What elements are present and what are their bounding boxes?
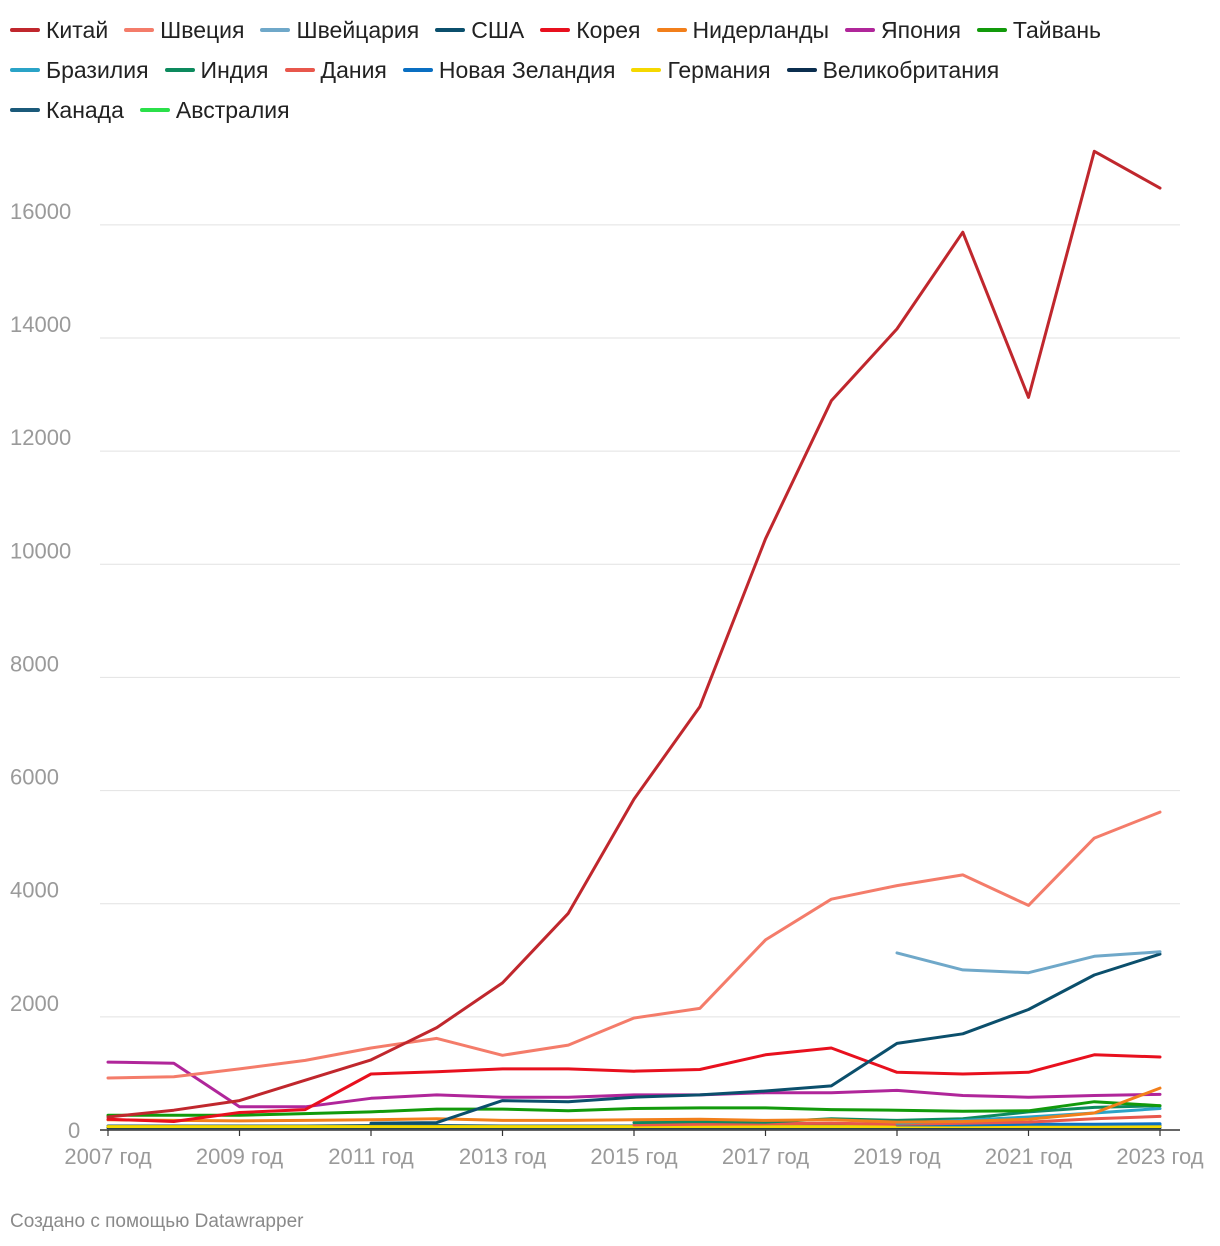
x-tick-label: 2017 год: [722, 1144, 809, 1169]
legend-item: Швеция: [124, 17, 244, 44]
y-tick-label: 6000: [10, 765, 59, 790]
legend-item: Тайвань: [976, 16, 1102, 44]
legend-label: Великобритания: [822, 56, 1000, 83]
legend-swatch: [656, 28, 687, 32]
legend-swatch: [10, 28, 40, 32]
x-tick-label: 2023 год: [1116, 1144, 1203, 1169]
series-line: [106, 1086, 1162, 1124]
series-line: [369, 952, 1162, 1125]
legend-item: Нидерланды: [656, 16, 830, 44]
legend-label: Бразилия: [46, 56, 149, 83]
legend-item: Великобритания: [786, 56, 1000, 84]
legend-swatch: [540, 28, 571, 32]
series-line: [632, 1104, 1162, 1125]
legend-swatch: [139, 108, 170, 112]
y-tick-label: 14000: [10, 312, 71, 337]
chart-credit: Создано с помощью Datawrapper: [10, 1211, 304, 1232]
series-line-group: [895, 950, 1162, 975]
series-line: [106, 810, 1162, 1080]
x-tick-label: 2019 год: [853, 1144, 940, 1169]
series-line-group: [369, 952, 1162, 1125]
legend-label: Швеция: [160, 16, 245, 43]
legend-row: Бразилия Индия Дания Новая Зеландия Германия…: [10, 50, 1210, 90]
legend-swatch: [260, 28, 291, 32]
legend-item: Япония: [845, 17, 961, 44]
legend-swatch: [284, 68, 315, 72]
legend-swatch: [845, 28, 876, 32]
legend-swatch: [631, 68, 662, 72]
series-line: [106, 1046, 1162, 1123]
x-tick-label: 2015 год: [590, 1144, 677, 1169]
legend-label: Индия: [200, 56, 269, 83]
series-line-group: [106, 149, 1162, 1119]
y-tick-label: 10000: [10, 538, 71, 563]
legend-swatch: [10, 108, 40, 112]
legend-item: Швейцария: [260, 17, 419, 44]
x-tick-label: 2007 год: [64, 1144, 151, 1169]
legend-swatch: [435, 28, 466, 32]
legend-label: Германия: [667, 56, 771, 83]
x-tick-label: 2009 год: [196, 1144, 283, 1169]
legend-label: Швейцария: [296, 16, 420, 43]
legend-label: Канада: [46, 96, 124, 123]
series-line-group: [632, 1104, 1162, 1125]
legend-item: Германия: [631, 56, 771, 84]
legend-swatch: [786, 68, 817, 72]
legend-label: Япония: [881, 16, 961, 43]
legend-item: Дания: [284, 56, 387, 84]
x-tick-label: 2021 год: [985, 1144, 1072, 1169]
y-tick-label: 12000: [10, 425, 71, 450]
legend-swatch: [164, 68, 195, 72]
legend-row: Канада Австралия: [10, 90, 1210, 130]
legend-item: Канада: [10, 97, 124, 124]
legend-label: Китай: [46, 16, 109, 43]
legend-swatch: [402, 68, 433, 72]
series-line-group: [106, 1060, 1162, 1109]
chart-legend: Китай Швеция Швейцария США Корея Нидерланды Яп…: [10, 10, 1210, 130]
series-line: [106, 1100, 1162, 1117]
legend-label: Дания: [320, 56, 387, 83]
legend-item: Китай: [10, 17, 108, 44]
legend-label: США: [471, 16, 525, 43]
legend-label: Тайвань: [1012, 16, 1102, 43]
legend-label: Корея: [576, 16, 641, 43]
legend-swatch: [124, 28, 155, 32]
series-line: [106, 149, 1162, 1119]
legend-item: Индия: [164, 56, 269, 84]
series-line: [106, 1060, 1162, 1109]
legend-item: Бразилия: [10, 57, 149, 84]
legend-label: Нидерланды: [692, 16, 830, 43]
x-tick-label: 2013 год: [459, 1144, 546, 1169]
series-line-group: [106, 1046, 1162, 1123]
series-line: [895, 950, 1162, 975]
legend-item: Австралия: [139, 96, 290, 124]
legend-label: Новая Зеландия: [438, 56, 616, 83]
legend-row: Китай Швеция Швейцария США Корея Нидерланды Яп…: [10, 10, 1210, 50]
legend-item: Новая Зеландия: [402, 56, 616, 84]
legend-item: Корея: [540, 16, 641, 44]
y-tick-label: 4000: [10, 878, 59, 903]
y-tick-label: 2000: [10, 991, 59, 1016]
series-line-group: [106, 1086, 1162, 1124]
legend-swatch: [976, 28, 1007, 32]
x-tick-label: 2011 год: [328, 1144, 414, 1169]
y-tick-label: 0: [68, 1118, 80, 1143]
y-tick-label: 16000: [10, 199, 71, 224]
legend-label: Австралия: [175, 96, 290, 123]
y-tick-label: 8000: [10, 651, 59, 676]
legend-item: США: [435, 17, 524, 44]
series-line-group: [106, 810, 1162, 1080]
series-line-group: [106, 1100, 1162, 1117]
legend-swatch: [10, 68, 40, 72]
